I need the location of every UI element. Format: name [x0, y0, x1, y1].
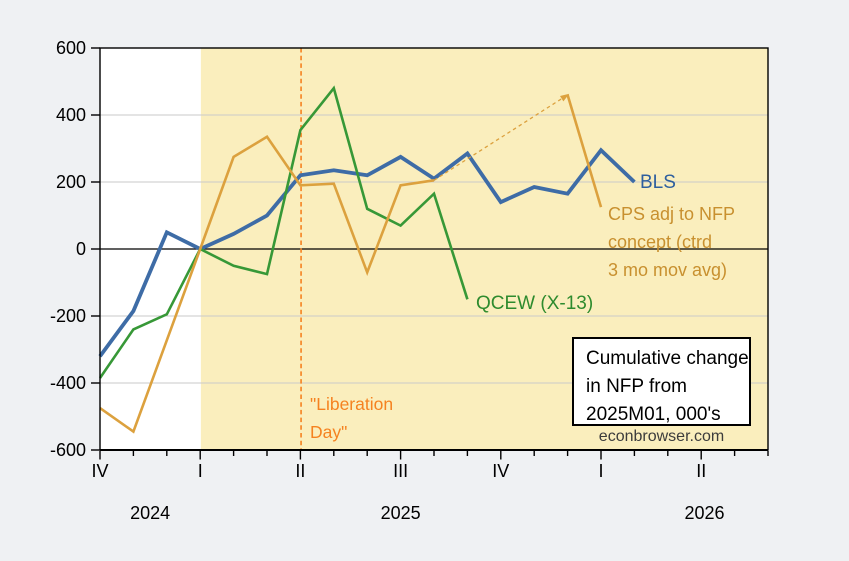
y-tick-label: -600: [50, 440, 86, 460]
y-tick-label: 0: [76, 239, 86, 259]
y-tick-label: -200: [50, 306, 86, 326]
y-tick-label: 600: [56, 38, 86, 58]
x-quarter-label: IV: [91, 461, 108, 481]
x-quarter-label: III: [393, 461, 408, 481]
series-label-bls: BLS: [640, 172, 676, 193]
series-label-cps: CPS adj to NFP concept (ctrd 3 mo mov av…: [608, 200, 735, 284]
title-line-3: 2025M01, 000's: [586, 404, 721, 425]
y-tick-label: 400: [56, 105, 86, 125]
title-line-1: Cumulative change: [586, 348, 749, 369]
x-quarter-label: II: [295, 461, 305, 481]
chart-title-box: Cumulative change in NFP from 2025M01, 0…: [572, 337, 751, 426]
cps-label-line-1: CPS adj to NFP: [608, 204, 736, 224]
x-year-label: 2024: [130, 503, 170, 523]
x-quarter-label: I: [598, 461, 603, 481]
x-year-label: 2025: [381, 503, 421, 523]
title-line-2: in NFP from: [586, 376, 688, 397]
series-line-qcew: [98, 85, 469, 379]
x-year-label: 2026: [685, 503, 725, 523]
x-quarter-label: I: [198, 461, 203, 481]
x-quarter-label: II: [696, 461, 706, 481]
x-quarter-label: IV: [492, 461, 509, 481]
liberation-day-label: "Liberation Day": [310, 390, 393, 446]
cps-label-line-2: concept (ctrd: [608, 232, 713, 252]
series-line-cps: [99, 135, 435, 434]
series-line-cps: [566, 94, 603, 208]
liberation-day-line-1: "Liberation: [310, 394, 394, 414]
y-tick-label: 200: [56, 172, 86, 192]
y-tick-label: -400: [50, 373, 86, 393]
watermark: econbrowser.com: [598, 428, 725, 445]
cps-label-line-3: 3 mo mov avg): [608, 260, 728, 280]
series-label-qcew: QCEW (X-13): [476, 293, 594, 314]
liberation-day-line-2: Day": [310, 422, 348, 442]
series-line-bls: [98, 147, 636, 358]
